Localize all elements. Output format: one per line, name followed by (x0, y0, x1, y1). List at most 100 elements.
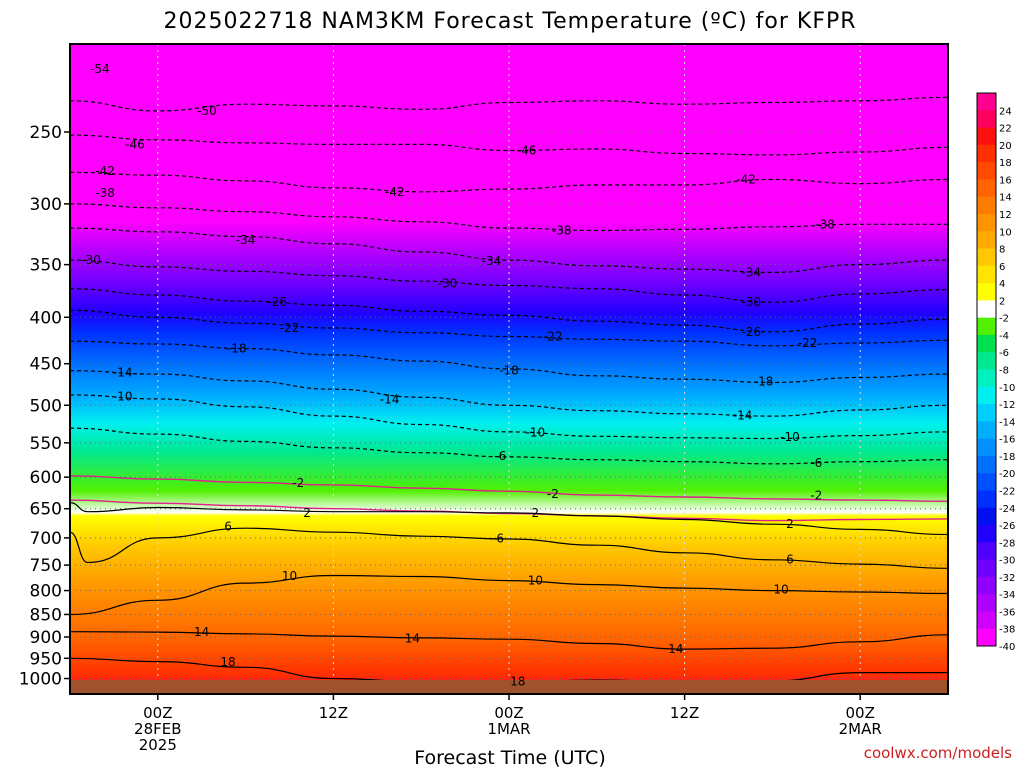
colorbar: 24 22 20 18 16 14 12 10 8 6 4 2 -2 -4 -6 -8 -10 -12 -14 -16… (976, 92, 1015, 653)
y-tick-label: 1000 (19, 670, 62, 690)
contour-label: 18 (510, 675, 525, 689)
colorbar-swatch (977, 386, 996, 405)
colorbar-swatch (977, 248, 996, 267)
colorbar-border (976, 92, 997, 647)
contour-label: 18 (220, 655, 235, 669)
contour-label: 10 (282, 569, 297, 583)
colorbar-swatch (977, 507, 996, 526)
contour-label: -2 (292, 476, 304, 490)
colorbar-swatch (977, 525, 996, 543)
colorbar-swatch (977, 628, 996, 647)
colorbar-label: -2 (999, 314, 1009, 325)
colorbar-swatch (977, 455, 996, 474)
y-tick-label: 600 (30, 468, 62, 488)
grid (70, 44, 948, 694)
contour-labels: -54 -50 -46 -46 -42 -42 -42 -38 -38 -38 -34 -34 -34 -… (81, 62, 835, 689)
colorbar-swatch (977, 369, 996, 388)
y-tick-label: 850 (30, 605, 62, 625)
contour-label: -46 (125, 137, 145, 151)
colorbar-label: -28 (999, 538, 1015, 549)
x-tick-label: 00Z (143, 704, 172, 722)
colorbar-label: -14 (999, 417, 1015, 428)
colorbar-label: -38 (999, 625, 1015, 636)
contour-label: -30 (81, 253, 101, 267)
chart-title: 2025022718 NAM3KM Forecast Temperature (… (163, 9, 856, 34)
contour-label: -46 (517, 143, 537, 157)
contour-label: 2 (532, 506, 540, 520)
contour-line (70, 527, 948, 569)
credit-link[interactable]: coolwx.com/models (864, 744, 1012, 762)
contour-label: -34 (236, 233, 256, 247)
contour-lines (70, 96, 948, 683)
y-tick-label: 900 (30, 628, 62, 648)
colorbar-swatch (977, 334, 996, 353)
colorbar-label: -34 (999, 590, 1015, 601)
colorbar-swatch (977, 611, 996, 630)
colorbar-swatch (977, 179, 996, 198)
y-tick-label: 950 (30, 649, 62, 669)
contour-label: 2 (303, 506, 311, 520)
colorbar-label: -8 (999, 366, 1009, 377)
colorbar-swatch (977, 300, 996, 319)
y-tick-label: 400 (30, 308, 62, 328)
contour-line (70, 475, 948, 502)
contour-label: -34 (482, 254, 502, 268)
y-tick-label: 300 (30, 195, 62, 215)
contour-label: -22 (798, 336, 818, 350)
colorbar-label: 8 (999, 245, 1005, 256)
colorbar-label: -22 (999, 486, 1015, 497)
contour-label: -38 (552, 224, 572, 238)
colorbar-swatch (977, 576, 996, 595)
contour-label: -22 (280, 321, 300, 335)
x-tick-label: 12Z (670, 704, 699, 722)
contour-label: -14 (380, 393, 400, 407)
x-tick-label: 12Z (319, 704, 348, 722)
colorbar-swatch (977, 317, 996, 336)
colorbar-label: -4 (999, 331, 1009, 342)
x-tick-label: 2MAR (839, 720, 882, 738)
contour-label: 14 (668, 642, 683, 656)
colorbar-swatch (977, 110, 996, 129)
colorbar-swatch (977, 144, 996, 163)
contour-label: 6 (786, 552, 794, 566)
contour-line (70, 502, 948, 536)
contour-label: -6 (810, 456, 822, 470)
plot-area: -54 -50 -46 -46 -42 -42 -42 -38 -38 -38 -34 -34 -34 -… (70, 44, 948, 694)
colorbar-swatch (977, 127, 996, 146)
x-tick-label: 1MAR (487, 720, 530, 738)
colorbar-swatch (977, 404, 996, 422)
colorbar-swatch (977, 559, 996, 578)
colorbar-label: -10 (999, 383, 1015, 394)
contour-label: -42 (95, 164, 115, 178)
colorbar-swatch (977, 93, 996, 111)
colorbar-label: 6 (999, 262, 1005, 273)
colorbar-label: 22 (999, 124, 1012, 135)
contour-label: -30 (438, 276, 458, 290)
contour-label: -22 (543, 330, 563, 344)
colorbar-label: 2 (999, 296, 1005, 307)
contour-label: -26 (742, 325, 762, 339)
colorbar-label: -16 (999, 435, 1015, 446)
colorbar-label: 16 (999, 175, 1012, 186)
y-tick-label: 700 (30, 529, 62, 549)
colorbar-label: -36 (999, 607, 1015, 618)
colorbar-swatch (977, 490, 996, 509)
colorbar-label: -18 (999, 452, 1015, 463)
colorbar-swatch (977, 196, 996, 215)
y-tick-label: 350 (30, 256, 62, 276)
colorbar-label: -20 (999, 469, 1015, 480)
contour-label: -26 (267, 295, 287, 309)
contour-label: -18 (227, 342, 247, 356)
contour-label: 14 (405, 631, 420, 645)
contour-label: -10 (113, 389, 133, 403)
colorbar-swatch (977, 352, 996, 370)
contour-label: -2 (547, 487, 559, 501)
contour-label: -14 (733, 408, 753, 422)
colorbar-swatch (977, 438, 996, 457)
colorbar-label: 18 (999, 158, 1012, 169)
contour-label: -6 (494, 449, 506, 463)
colorbar-label: -26 (999, 521, 1015, 532)
contour-label: -34 (742, 265, 762, 279)
contour-label: -18 (499, 364, 519, 378)
